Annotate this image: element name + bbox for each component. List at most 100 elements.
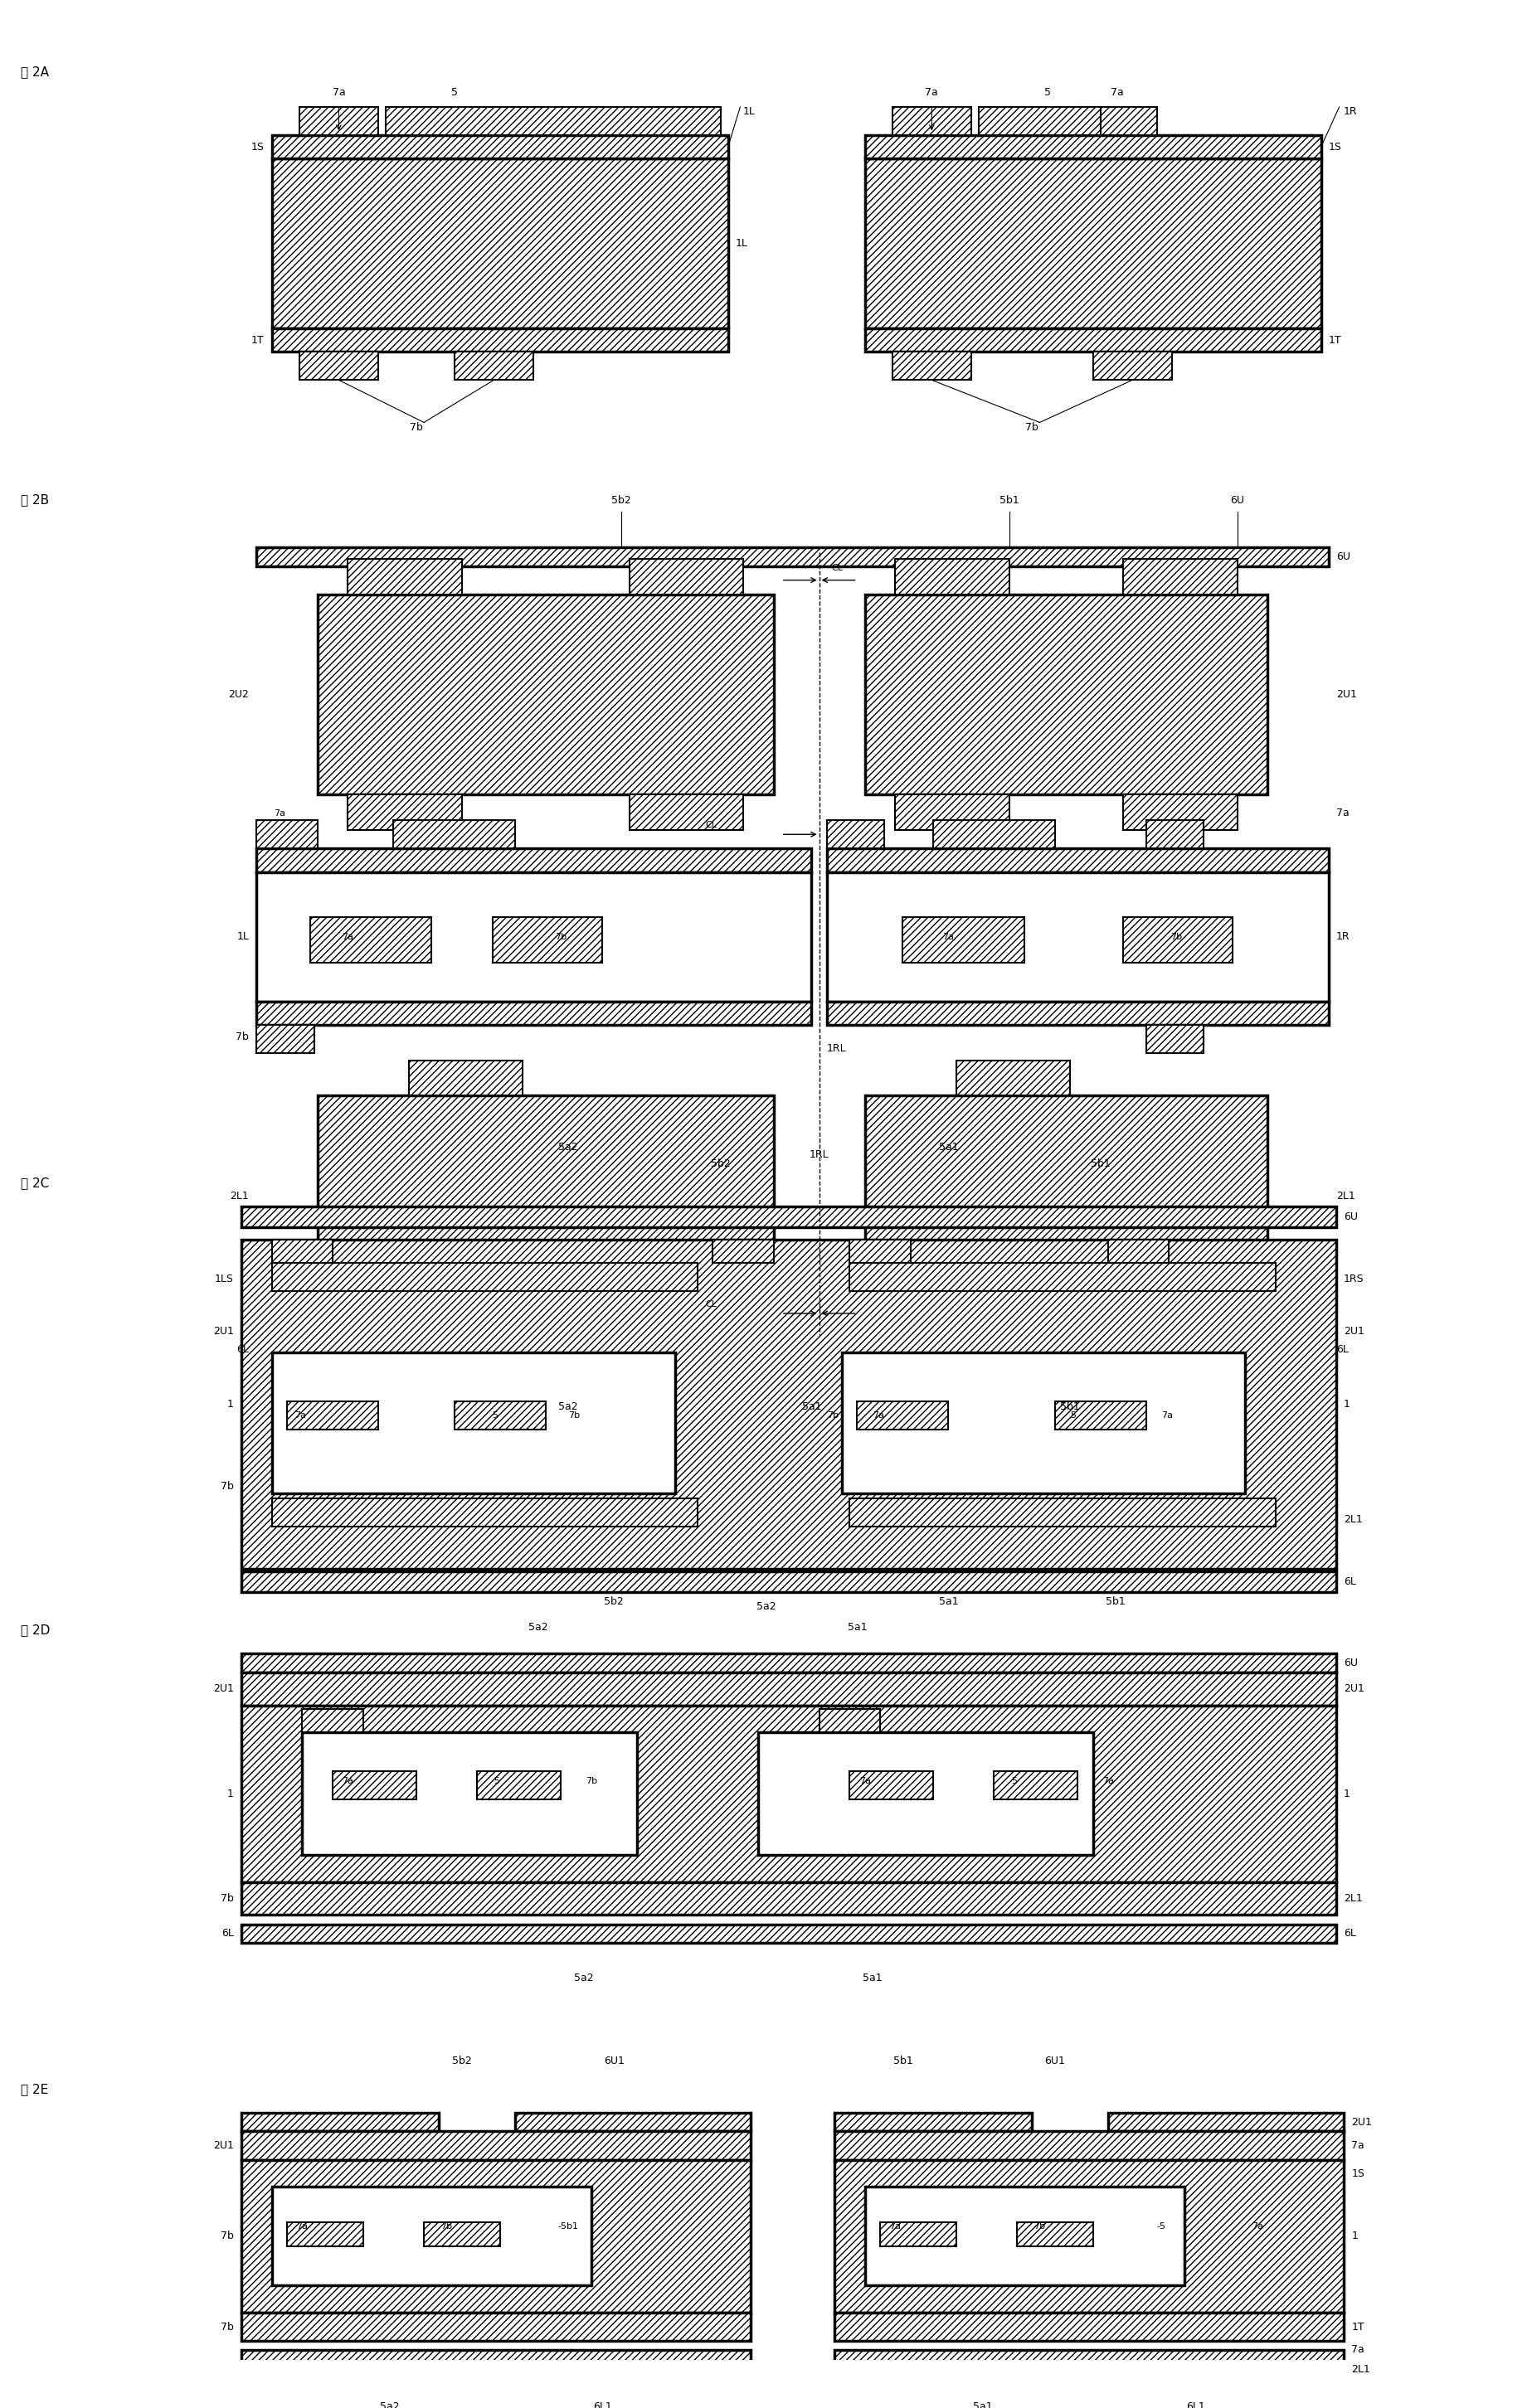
Text: -5: -5: [1157, 2223, 1166, 2230]
Bar: [712, 1240, 774, 1262]
Text: 2U2: 2U2: [228, 689, 250, 701]
Text: 7b: 7b: [221, 1893, 234, 1905]
Bar: [424, 2223, 499, 2247]
Text: 5a2: 5a2: [380, 2401, 400, 2408]
Text: 5a1: 5a1: [863, 1972, 882, 1984]
Text: 7b: 7b: [221, 2321, 234, 2333]
Bar: [758, 1731, 1092, 1854]
Text: CL: CL: [832, 563, 843, 573]
Text: 図 2C: 図 2C: [21, 1178, 49, 1190]
Bar: [1123, 917, 1233, 963]
Bar: [835, 2350, 1344, 2369]
Bar: [1146, 1026, 1204, 1052]
Text: 5a2: 5a2: [559, 1141, 578, 1153]
Text: 6L1: 6L1: [1186, 2401, 1206, 2408]
Text: 2U1: 2U1: [1344, 1327, 1365, 1336]
Bar: [271, 327, 728, 352]
Bar: [1077, 106, 1157, 135]
Bar: [1123, 559, 1238, 595]
Text: 5b1: 5b1: [1106, 1597, 1126, 1606]
Bar: [242, 1654, 1336, 1674]
Bar: [409, 1296, 522, 1332]
Text: 7a: 7a: [332, 87, 345, 99]
Text: 7a: 7a: [942, 932, 954, 942]
Bar: [455, 1401, 545, 1430]
Text: 1RL: 1RL: [827, 1043, 846, 1055]
Text: 2L1: 2L1: [1351, 2365, 1370, 2374]
Bar: [866, 1096, 1268, 1296]
Bar: [630, 795, 743, 831]
Text: 5b1: 5b1: [1091, 1158, 1111, 1170]
Text: 7a: 7a: [1111, 87, 1124, 99]
Text: 6U: 6U: [1344, 1657, 1357, 1669]
Bar: [242, 1924, 1336, 1943]
Bar: [835, 2131, 1344, 2160]
Text: 1S: 1S: [1351, 2170, 1365, 2179]
Text: 1L: 1L: [735, 238, 748, 248]
Bar: [302, 1710, 363, 1731]
Bar: [299, 352, 378, 380]
Text: 5a1: 5a1: [939, 1597, 958, 1606]
Bar: [1056, 1401, 1146, 1430]
Text: 1T: 1T: [1351, 2321, 1365, 2333]
Bar: [866, 159, 1321, 327]
Text: 図 2A: 図 2A: [21, 65, 49, 77]
Bar: [866, 327, 1321, 352]
Bar: [271, 2186, 591, 2285]
Text: 6L: 6L: [1344, 1577, 1356, 1587]
Text: 1T: 1T: [251, 335, 264, 344]
Text: 7a: 7a: [872, 1411, 884, 1421]
Bar: [895, 559, 1010, 595]
Text: 5: 5: [492, 1411, 498, 1421]
Text: 5: 5: [493, 1777, 499, 1787]
Text: 7a: 7a: [890, 2223, 901, 2230]
Bar: [843, 1353, 1246, 1493]
Text: 2L1: 2L1: [1344, 1515, 1362, 1524]
Text: 7a: 7a: [859, 1777, 870, 1787]
Text: 5b2: 5b2: [611, 494, 631, 506]
Bar: [866, 595, 1268, 795]
Bar: [850, 1240, 910, 1262]
Bar: [394, 821, 515, 848]
Text: 5: 5: [1043, 87, 1051, 99]
Text: 6L: 6L: [222, 1929, 234, 1938]
Bar: [895, 795, 1010, 831]
Bar: [956, 1060, 1069, 1096]
Text: 5b1: 5b1: [893, 2056, 913, 2066]
Text: 1: 1: [1351, 2230, 1357, 2242]
Bar: [242, 1674, 1336, 1705]
Bar: [979, 106, 1100, 135]
Text: 7b: 7b: [409, 421, 423, 433]
Text: 7b: 7b: [585, 1777, 597, 1787]
Text: 7b: 7b: [1025, 421, 1039, 433]
Bar: [309, 917, 432, 963]
Bar: [299, 106, 378, 135]
Bar: [317, 595, 774, 795]
Text: 5: 5: [450, 87, 458, 99]
Text: 6U: 6U: [1230, 494, 1244, 506]
Bar: [902, 917, 1025, 963]
Text: 7a: 7a: [1351, 2343, 1365, 2355]
Text: 7b: 7b: [236, 1031, 250, 1043]
Bar: [242, 1570, 1336, 1592]
Text: 1T: 1T: [1328, 335, 1342, 344]
Bar: [271, 159, 728, 327]
Text: 7a: 7a: [1336, 807, 1350, 819]
Text: CL: CL: [705, 821, 717, 828]
Bar: [1108, 2112, 1344, 2131]
Text: 2U1: 2U1: [1336, 689, 1357, 701]
Bar: [242, 1240, 1336, 1570]
Text: 2L1: 2L1: [1336, 1190, 1354, 1202]
Bar: [827, 1002, 1328, 1026]
Text: 6U1: 6U1: [604, 2056, 624, 2066]
Text: 2U1: 2U1: [213, 2141, 234, 2150]
Text: 7a: 7a: [342, 1777, 354, 1787]
Text: 5b2: 5b2: [711, 1158, 731, 1170]
Text: 7b: 7b: [568, 1411, 581, 1421]
Text: 7a: 7a: [1161, 1411, 1174, 1421]
Bar: [317, 1096, 774, 1296]
Text: 7b: 7b: [221, 1481, 234, 1493]
Bar: [858, 1401, 948, 1430]
Bar: [630, 559, 743, 595]
Text: 1R: 1R: [1336, 932, 1350, 942]
